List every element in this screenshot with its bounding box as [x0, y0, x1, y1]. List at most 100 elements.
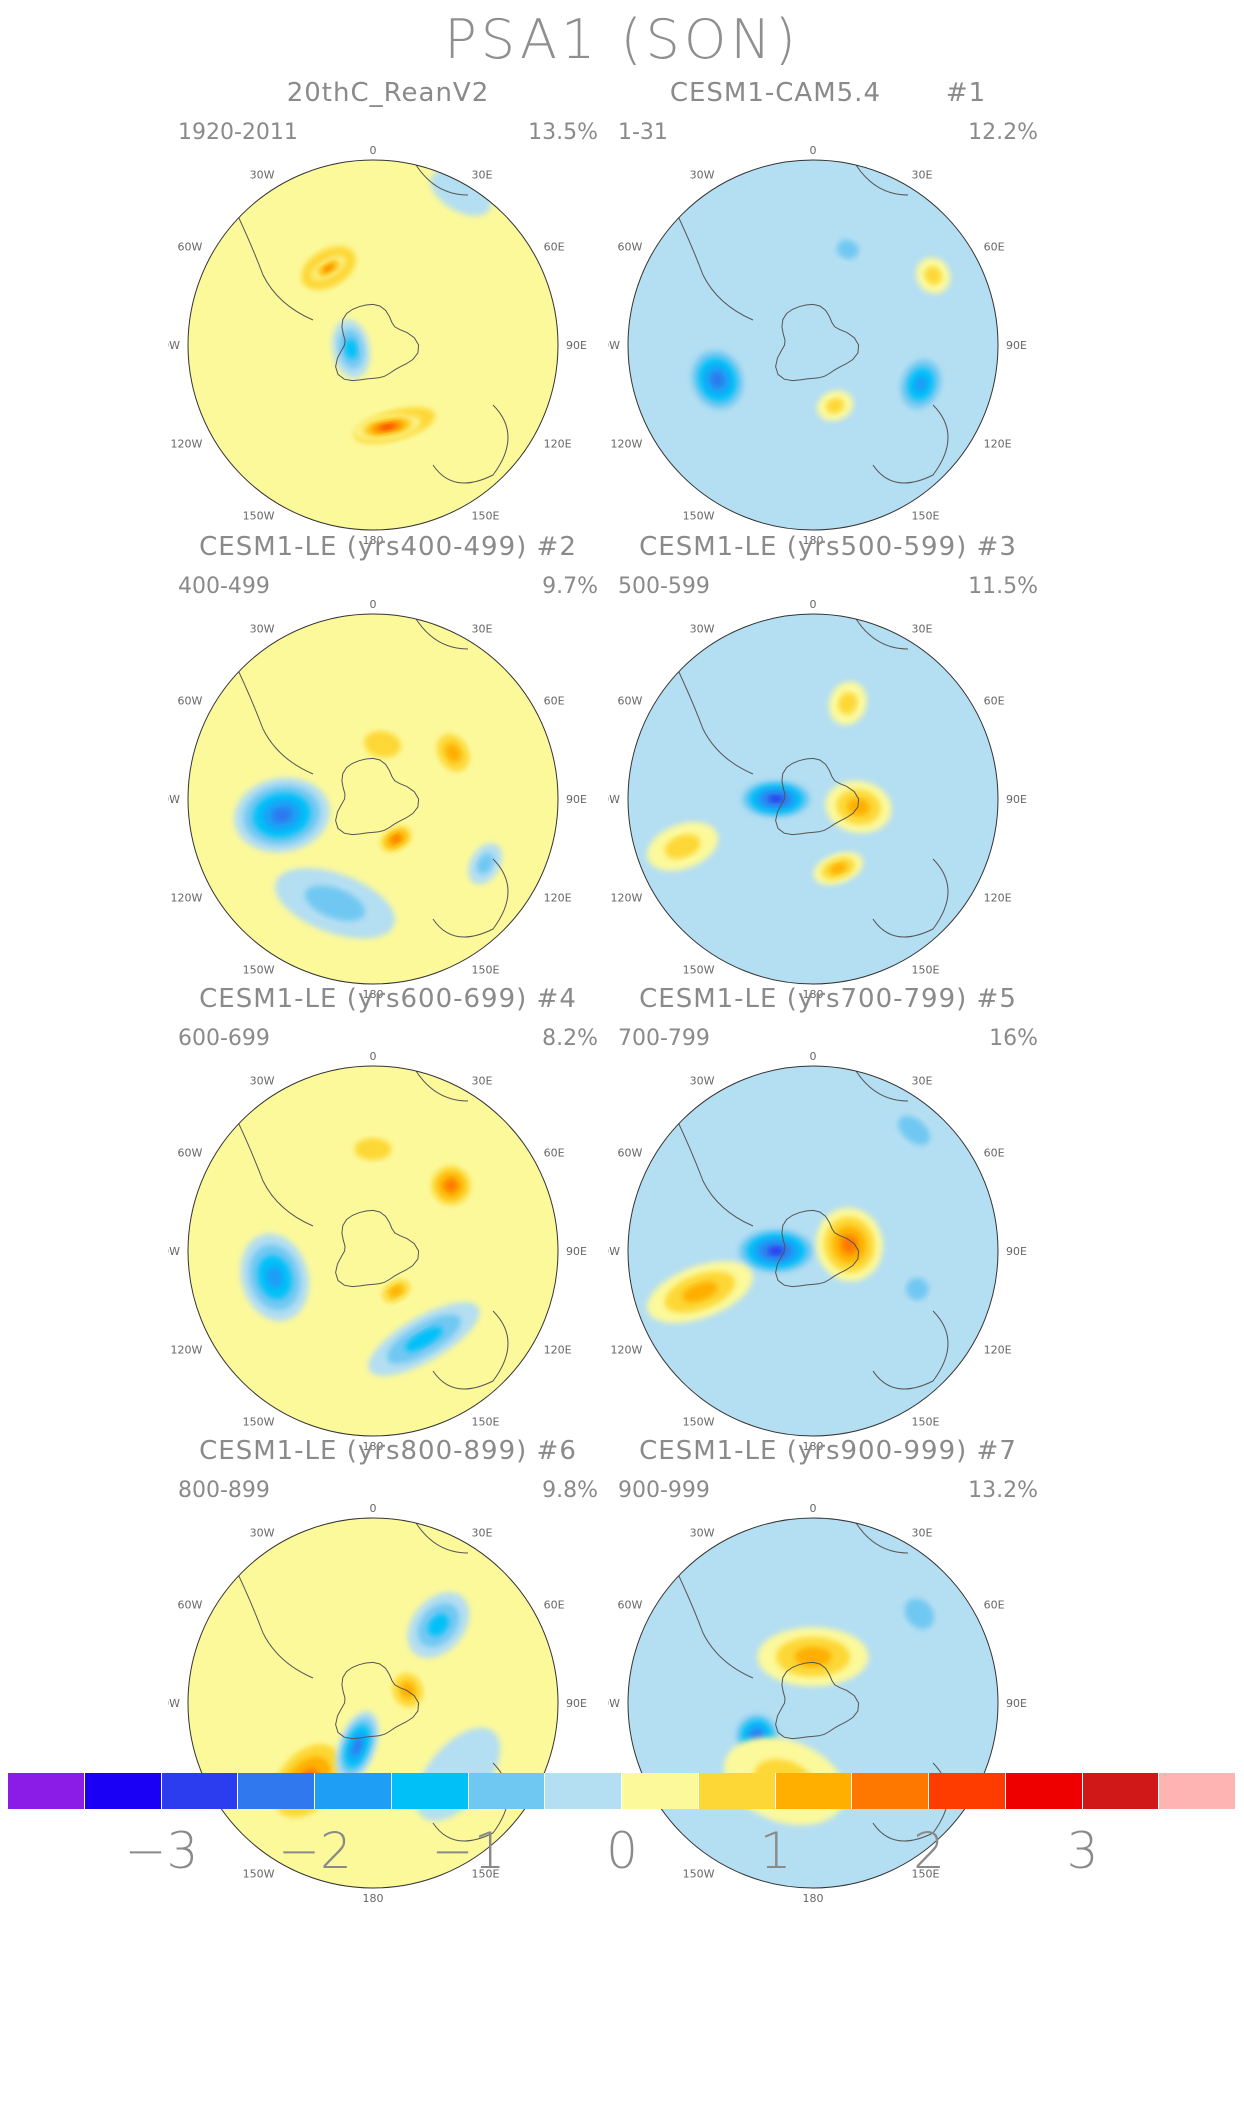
longitude-label: 90E: [566, 1697, 587, 1710]
anomaly-contour: [445, 743, 462, 763]
panel-variance-percent: 12.2%: [968, 120, 1038, 145]
longitude-label: 30W: [250, 168, 275, 181]
map-panel-8: CESM1-LE (yrs900-999) #7 900-999 13.2% 0 30E…: [588, 1436, 1068, 1926]
longitude-label: 60W: [618, 241, 643, 254]
map-panel-2: CESM1-CAM5.4 #1 1-31 12.2% 0 30E 60E 90E 120E 15…: [588, 78, 1068, 568]
polar-map: 030E60E90E120E150E180150W120W90W60W30W: [168, 1050, 587, 1453]
longitude-label: 90W: [168, 1245, 180, 1258]
longitude-label: 150W: [683, 510, 715, 523]
longitude-label: 30E: [472, 1074, 493, 1087]
map-border: [187, 1065, 559, 1437]
panel-title: 20thC_ReanV2: [286, 78, 490, 108]
longitude-label: 120W: [171, 438, 203, 451]
anomaly-contour: [298, 1598, 355, 1648]
longitude-label: 180: [803, 988, 824, 1001]
map-border: [187, 1517, 559, 1889]
longitude-label: 150W: [683, 1416, 715, 1429]
anomaly-contour: [830, 863, 847, 874]
map-border: [187, 613, 559, 985]
longitude-label: 30W: [690, 168, 715, 181]
longitude-label: 90W: [168, 793, 180, 806]
panel-variance-percent: 11.5%: [968, 574, 1038, 599]
longitude-label: 150E: [912, 964, 940, 977]
figure-title: PSA1 (SON): [444, 8, 800, 71]
colorbar-tick-label: 2: [913, 1822, 945, 1880]
antarctica-coastline: [335, 1209, 420, 1288]
anomaly-contour: [768, 1246, 784, 1256]
colorbar-swatch: [1005, 1773, 1083, 1809]
anomaly-contour: [266, 1266, 284, 1289]
anomaly-contour: [444, 1179, 458, 1193]
australia-coastline: [872, 404, 949, 484]
longitude-label: 120E: [544, 1344, 572, 1357]
longitude-label: 30W: [690, 622, 715, 635]
longitude-label: 90W: [608, 339, 620, 352]
colorbar-swatch: [391, 1773, 469, 1809]
colorbar-swatch: [622, 1773, 699, 1809]
longitude-label: 120W: [611, 892, 643, 905]
longitude-label: 120W: [171, 892, 203, 905]
longitude-label: 150E: [472, 964, 500, 977]
colorbar-swatch: [238, 1773, 315, 1809]
longitude-label: 150W: [243, 510, 275, 523]
panel-variance-percent: 9.7%: [542, 574, 598, 599]
africa-coastline: [852, 160, 909, 196]
colorbar-swatch: [84, 1773, 162, 1809]
colorbar: [8, 1773, 1236, 1809]
map-background: [628, 160, 998, 530]
longitude-label: 30W: [690, 1526, 715, 1539]
longitude-label: 150E: [912, 1868, 940, 1881]
longitude-label: 60W: [178, 1147, 203, 1160]
longitude-label: 90W: [168, 339, 180, 352]
map-background: [188, 1066, 558, 1436]
polar-map: 030E60E90E120E150E180150W120W90W60W30W: [608, 598, 1027, 1001]
longitude-label: 90E: [566, 1245, 587, 1258]
longitude-label: 60E: [544, 695, 565, 708]
longitude-label: 30E: [912, 168, 933, 181]
polar-map: 030E60E90E120E150E180150W120W90W60W30W: [168, 1502, 587, 1905]
polar-map: 030E60E90E120E150E180150W120W90W60W30W: [168, 598, 587, 1001]
map-panel-3: CESM1-LE (yrs400-499) #2 400-499 9.7% 0 30E 6…: [148, 532, 628, 1022]
longitude-label: 30E: [912, 622, 933, 635]
longitude-label: 90W: [608, 1697, 620, 1710]
africa-coastline: [412, 614, 469, 650]
polar-map: 030E60E90E120E150E180150W120W90W60W30W: [608, 1502, 1027, 1905]
panel-period: 900-999: [618, 1478, 710, 1503]
longitude-label: 120E: [984, 1344, 1012, 1357]
map-panel-5: CESM1-LE (yrs600-699) #4 600-699 8.2% 0 30E 6…: [148, 984, 628, 1474]
map-panel-7: CESM1-LE (yrs800-899) #6 800-899 9.8% 0 30E 6…: [148, 1436, 628, 1926]
anomaly-contour: [847, 798, 870, 816]
longitude-label: 180: [803, 534, 824, 547]
longitude-label: 90E: [566, 793, 587, 806]
longitude-label: 30W: [250, 1074, 275, 1087]
panel-variance-percent: 13.5%: [528, 120, 598, 145]
colorbar-swatch: [698, 1773, 776, 1809]
longitude-label: 60E: [984, 1599, 1005, 1612]
anomaly-contour: [914, 376, 928, 393]
map-border: [187, 159, 559, 531]
anomaly-contour: [664, 834, 701, 859]
australia-coastline: [432, 1310, 509, 1390]
anomaly-contour: [836, 239, 859, 259]
longitude-label: 180: [803, 1892, 824, 1905]
longitude-label: 0: [810, 1502, 817, 1515]
longitude-label: 60W: [618, 695, 643, 708]
longitude-label: 120W: [611, 438, 643, 451]
map-panel-1: 20thC_ReanV2 1920-2011 13.5% 0 30E 60E 90E 120E…: [148, 78, 628, 568]
longitude-label: 150W: [243, 1416, 275, 1429]
longitude-label: 180: [803, 1440, 824, 1453]
longitude-label: 150E: [472, 510, 500, 523]
panel-variance-percent: 9.8%: [542, 1478, 598, 1503]
map-panel-4: CESM1-LE (yrs500-599) #3 500-599 11.5% 0 30E…: [588, 532, 1068, 1022]
panel-variance-percent: 16%: [989, 1026, 1038, 1051]
longitude-label: 60W: [178, 241, 203, 254]
anomaly-contour: [364, 731, 401, 758]
antarctica-coastline: [775, 303, 860, 382]
antarctica-coastline: [335, 303, 420, 382]
antarctica-coastline: [335, 757, 420, 836]
longitude-label: 30W: [250, 1526, 275, 1539]
longitude-label: 120E: [544, 438, 572, 451]
africa-coastline: [412, 1518, 469, 1554]
panel-title: CESM1-CAM5.4 #1: [669, 78, 987, 108]
map-border: [627, 1065, 999, 1437]
